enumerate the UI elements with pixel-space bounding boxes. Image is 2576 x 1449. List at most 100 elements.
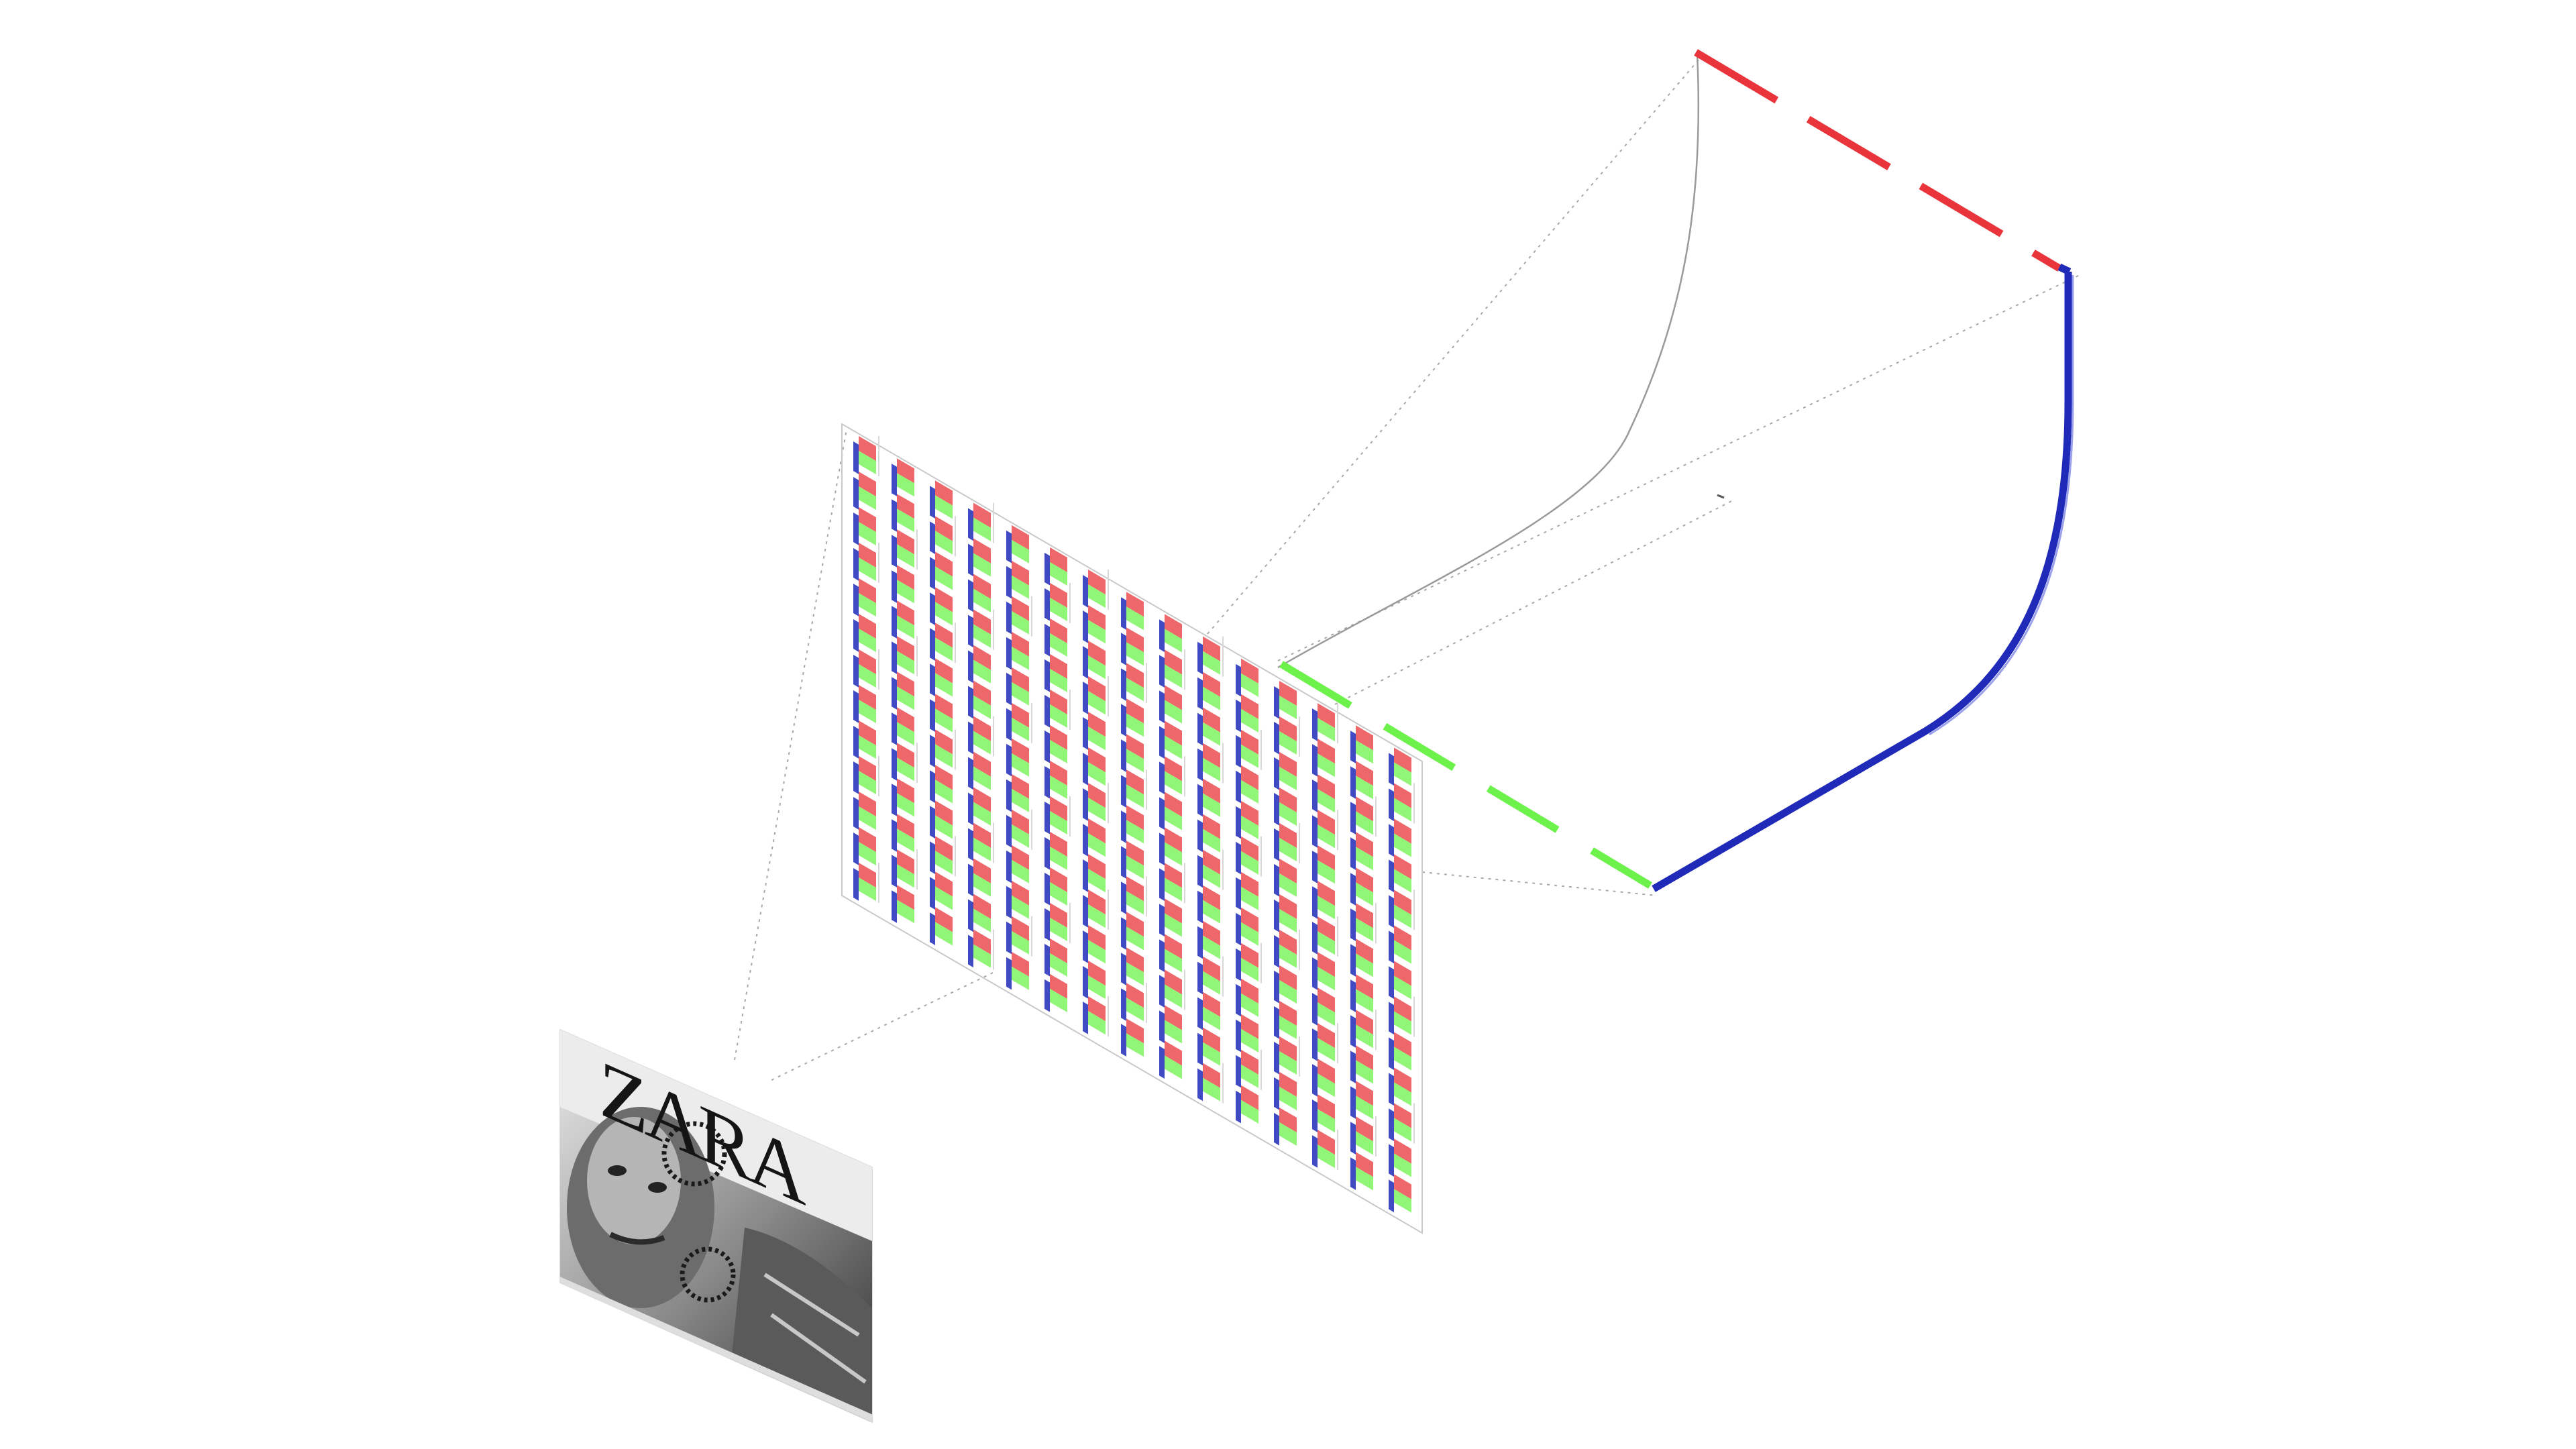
grid-patch xyxy=(930,592,935,625)
grid-patch xyxy=(1121,917,1126,950)
grid-patch xyxy=(1312,744,1318,777)
grid-patch xyxy=(1312,922,1318,955)
grid-patch xyxy=(968,544,973,577)
grid-patch xyxy=(1159,1010,1165,1043)
grid-patch xyxy=(1121,810,1126,843)
grid-patch xyxy=(1159,726,1165,759)
grid-patch xyxy=(1236,949,1241,981)
grid-patch xyxy=(1083,859,1088,892)
grid-patch xyxy=(1197,784,1203,817)
grid-patch xyxy=(1236,877,1241,910)
grid-patch xyxy=(1312,780,1318,812)
grid-patch xyxy=(968,615,973,648)
grid-patch xyxy=(1236,1020,1241,1053)
grid-patch xyxy=(968,757,973,790)
grid-patch xyxy=(1083,753,1088,786)
grid-patch xyxy=(892,819,897,852)
grid-patch xyxy=(1236,1091,1241,1124)
curve-connector xyxy=(1278,54,1699,667)
grid-patch xyxy=(1274,828,1279,861)
grid-patch xyxy=(1350,944,1356,977)
grid-patch xyxy=(853,761,859,794)
grid-patch xyxy=(968,793,973,826)
grid-patch xyxy=(1389,930,1394,963)
grid-patch xyxy=(1044,731,1050,763)
grid-patch xyxy=(968,828,973,861)
grid-patch xyxy=(1389,788,1394,821)
grid-patch xyxy=(1121,704,1126,737)
grid-patch xyxy=(1044,802,1050,835)
grid-patch xyxy=(1006,531,1012,564)
grid-patch xyxy=(1350,873,1356,906)
grid-patch xyxy=(1236,842,1241,875)
grid-patch xyxy=(1236,700,1241,733)
grid-patch xyxy=(1083,646,1088,679)
grid-patch xyxy=(1159,690,1165,723)
grid-patch xyxy=(1236,735,1241,768)
grid-patch xyxy=(968,686,973,719)
grid-patch xyxy=(1350,979,1356,1012)
grid-patch xyxy=(1083,575,1088,608)
center-mark xyxy=(1717,495,1724,498)
grid-patch xyxy=(1312,1064,1318,1097)
grid-patch xyxy=(1006,673,1012,706)
grid-patch xyxy=(1312,1028,1318,1061)
grid-patch xyxy=(1274,757,1279,790)
grid-patch xyxy=(968,508,973,541)
grid-patch xyxy=(1274,1006,1279,1039)
grid-patch xyxy=(853,690,859,723)
grid-patch xyxy=(1274,1113,1279,1146)
green-edge xyxy=(1281,664,1650,885)
grid-patch xyxy=(892,712,897,745)
grid-patch xyxy=(930,735,935,767)
grid-patch xyxy=(853,797,859,830)
grid-patch xyxy=(1389,859,1394,892)
grid-patch xyxy=(1350,731,1356,763)
grid-patch xyxy=(1389,753,1394,786)
grid-patch xyxy=(1236,913,1241,946)
grid-patch xyxy=(1006,602,1012,635)
grid-patch xyxy=(853,655,859,688)
grid-patch xyxy=(930,877,935,910)
grid-patch xyxy=(1083,717,1088,750)
grid-patch xyxy=(1121,739,1126,772)
grid-patch xyxy=(853,726,859,759)
grid-patch xyxy=(892,677,897,710)
grid-patch xyxy=(1274,900,1279,932)
grid-patch xyxy=(1312,957,1318,990)
grid-patch xyxy=(1197,713,1203,746)
grid-patch xyxy=(1389,1073,1394,1106)
grid-patch xyxy=(1236,1055,1241,1088)
grid-patch xyxy=(892,570,897,603)
grid-patch xyxy=(853,513,859,545)
grid-patch xyxy=(1389,895,1394,928)
grid-patch xyxy=(1389,1037,1394,1070)
grid-patch xyxy=(1197,749,1203,782)
grid-patch xyxy=(930,663,935,696)
grid-patch xyxy=(1044,837,1050,870)
grid-patch xyxy=(1159,619,1165,652)
grid-patch xyxy=(1197,642,1203,675)
grid-patch xyxy=(1236,806,1241,839)
grid-patch xyxy=(1274,864,1279,897)
grid-patch xyxy=(1312,993,1318,1026)
grid-patch xyxy=(1121,633,1126,665)
red-edge xyxy=(1696,52,2059,268)
grid-patch xyxy=(1389,824,1394,857)
grid-patch xyxy=(1312,886,1318,919)
grid-patch xyxy=(1197,1069,1203,1102)
grid-patch xyxy=(892,784,897,816)
grid-patch xyxy=(1389,966,1394,999)
grid-patch xyxy=(1389,1144,1394,1177)
grid-patch xyxy=(1006,851,1012,883)
grid-patch xyxy=(1121,881,1126,914)
grid-patch xyxy=(1197,678,1203,710)
grid-patch xyxy=(1083,930,1088,963)
projection-line xyxy=(1335,500,1734,704)
grid-patch xyxy=(1083,895,1088,928)
grid-patch xyxy=(1044,588,1050,621)
grid-patch xyxy=(1312,815,1318,848)
grid-patch xyxy=(1350,1122,1356,1155)
grid-patch xyxy=(892,890,897,923)
